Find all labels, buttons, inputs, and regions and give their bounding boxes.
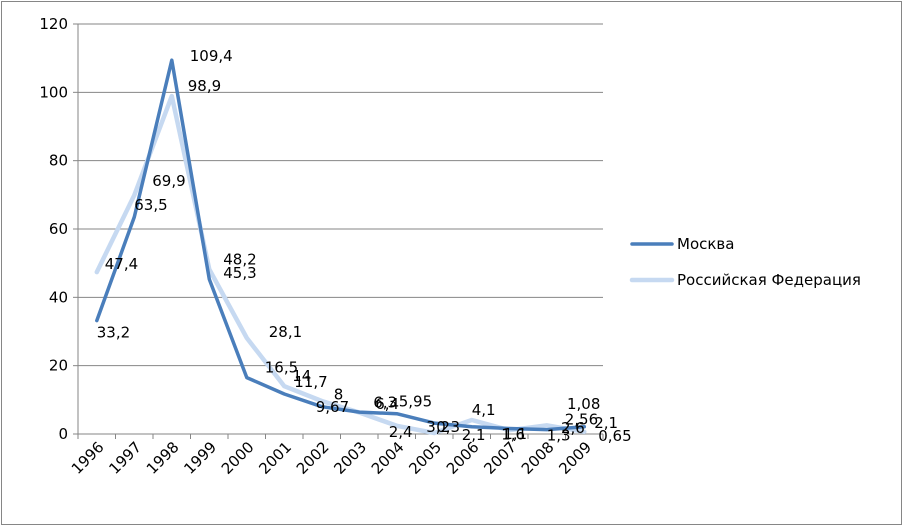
data-label: 98,9 xyxy=(188,77,221,95)
data-label: 14 xyxy=(292,367,311,385)
data-label: 1,6 xyxy=(501,426,525,444)
x-tick-label: 2002 xyxy=(293,438,333,478)
y-tick-label: 20 xyxy=(49,357,68,375)
data-label: 33,2 xyxy=(97,324,130,342)
y-tick-label: 120 xyxy=(39,15,68,33)
data-label: 28,1 xyxy=(269,323,302,341)
legend: Москва Российская Федерация xyxy=(629,235,861,289)
data-label: 109,4 xyxy=(190,47,233,65)
data-label: 11,7 xyxy=(294,373,327,391)
data-label: 8 xyxy=(334,386,344,404)
data-label: 2,1 xyxy=(462,426,486,444)
data-label: 1,08 xyxy=(567,395,600,413)
data-label: 2,56 xyxy=(565,410,598,428)
data-label: 69,9 xyxy=(152,172,185,190)
data-label: 2,6 xyxy=(561,419,585,437)
legend-label: Российская Федерация xyxy=(677,271,861,289)
data-label: 1,3 xyxy=(547,427,571,445)
x-tick-label: 1996 xyxy=(68,438,108,478)
data-label: 48,2 xyxy=(223,250,256,268)
y-tick-label: 0 xyxy=(58,425,68,443)
data-label: 0,65 xyxy=(598,427,631,445)
series-lines xyxy=(94,58,587,436)
y-tick-label: 100 xyxy=(39,83,68,101)
data-label: 16,5 xyxy=(265,359,298,377)
data-label: 0,3 xyxy=(436,418,460,436)
data-label: 1,1 xyxy=(503,425,527,443)
data-label: 4,1 xyxy=(472,401,496,419)
data-label: 6,4 xyxy=(375,395,399,413)
data-label: 63,5 xyxy=(134,196,167,214)
y-tick-label: 60 xyxy=(49,220,68,238)
data-label: 6,3 xyxy=(373,393,397,411)
data-label: 45,3 xyxy=(223,264,256,282)
legend-label: Москва xyxy=(677,235,734,253)
series-line-russia xyxy=(94,93,587,436)
x-tick-label: 2000 xyxy=(218,438,258,478)
axes xyxy=(73,23,604,439)
x-tick-label: 2007 xyxy=(480,438,520,478)
y-tick-label: 40 xyxy=(49,288,68,306)
data-label: 3,2 xyxy=(426,418,450,436)
data-label: 5,95 xyxy=(399,393,432,411)
x-tick-label: 2003 xyxy=(330,438,370,478)
x-tick-label: 1997 xyxy=(105,438,145,478)
x-tick-label: 2004 xyxy=(368,438,408,478)
y-tick-labels: 0 20 40 60 80 100 120 xyxy=(39,15,68,443)
series-line-moscow xyxy=(95,58,587,432)
x-tick-label: 1999 xyxy=(180,438,220,478)
x-tick-label: 2001 xyxy=(255,438,295,478)
x-tick-labels: 1996199719981999200020012002200320042005… xyxy=(68,438,595,478)
x-tick-label: 2006 xyxy=(443,438,483,478)
grid-lines xyxy=(78,23,603,367)
data-label: 47,4 xyxy=(105,255,138,273)
x-tick-label: 2005 xyxy=(405,438,445,478)
data-label: 2,1 xyxy=(594,414,618,432)
y-tick-label: 80 xyxy=(49,152,68,170)
data-label: 2,4 xyxy=(389,423,413,441)
data-label: 9,67 xyxy=(316,398,349,416)
x-tick-label: 1998 xyxy=(143,438,183,478)
